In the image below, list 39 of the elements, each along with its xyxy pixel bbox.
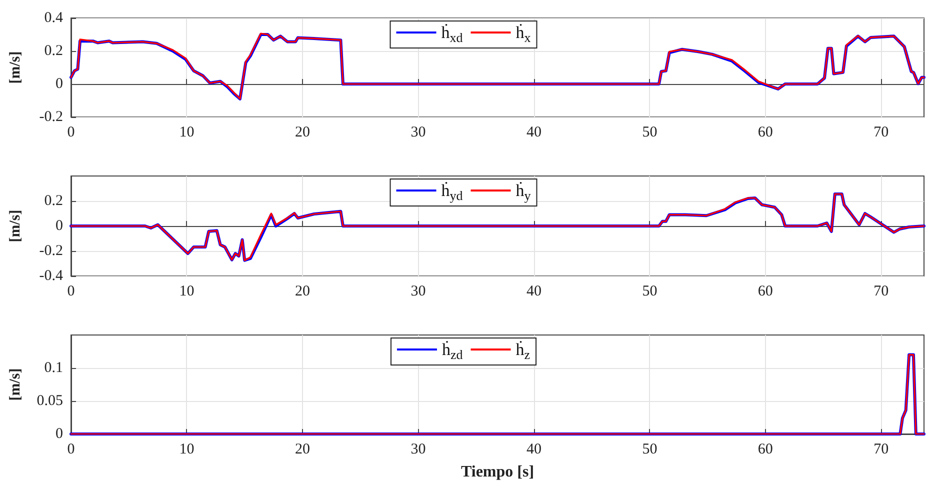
x-tick-label: 70 [874,124,889,140]
x-tick-label: 30 [410,442,426,458]
x-tick-label: 40 [526,124,542,140]
x-tick-label: 60 [758,442,773,458]
x-tick-label: 70 [874,442,889,458]
x-tick-label: 10 [179,124,194,140]
x-tick-label: 20 [294,284,310,300]
y-tick-label: 0.05 [36,393,63,409]
x-tick-label: 0 [67,442,75,458]
x-tick-label: 40 [526,442,542,458]
y-tick-label: 0.4 [44,10,64,26]
y-tick-label: 0.2 [44,193,63,209]
x-tick-label: 50 [642,442,658,458]
y-tick-label: 0.2 [44,43,63,59]
x-tick-label: 0 [67,284,75,300]
x-tick-label: 70 [874,284,889,300]
x-tick-label: 20 [294,124,310,140]
x-tick-label: 10 [179,284,194,300]
x-tick-label: 40 [526,284,542,300]
y-axis-title: [m/s] [8,368,24,401]
y-tick-label: 0 [56,218,63,234]
y-tick-label: 0 [56,426,63,442]
y-tick-label: -0.2 [39,243,63,259]
x-tick-label: 60 [758,124,773,140]
y-axis-title: [m/s] [8,210,24,242]
y-axis-title: [m/s] [8,51,24,84]
y-tick-label: -0.2 [39,109,63,125]
y-tick-label: -0.4 [39,268,64,284]
x-tick-label: 50 [642,124,658,140]
x-tick-label: 30 [410,284,426,300]
x-tick-label: 0 [67,124,75,140]
x-tick-label: 10 [179,442,194,458]
x-tick-label: 20 [294,442,310,458]
x-tick-label: 50 [642,284,658,300]
y-tick-label: 0 [56,76,63,92]
x-tick-label: 30 [410,124,426,140]
x-axis-title: Tiempo [s] [460,464,534,480]
y-tick-label: 0.1 [44,360,63,376]
x-tick-label: 60 [758,284,773,300]
